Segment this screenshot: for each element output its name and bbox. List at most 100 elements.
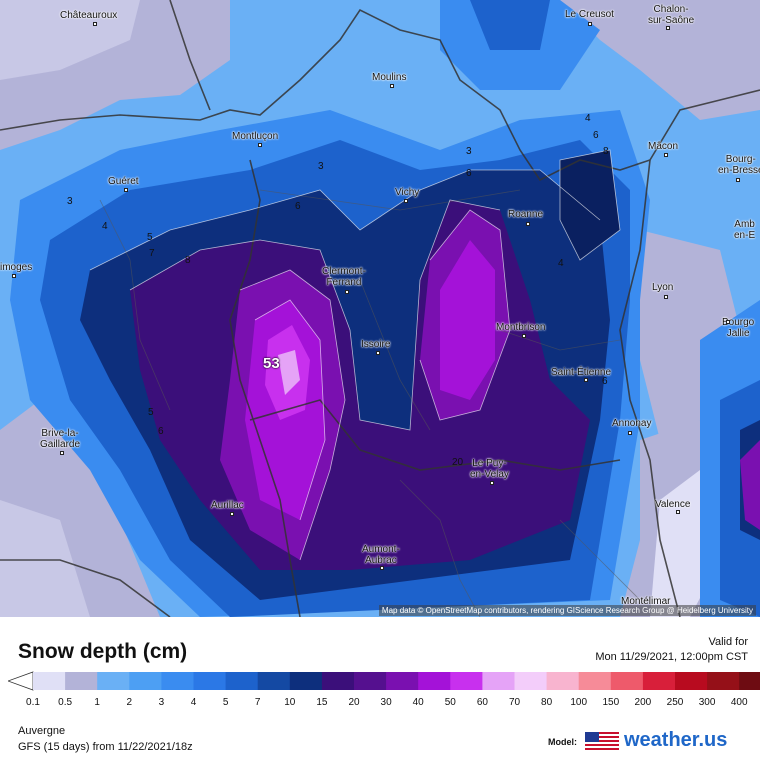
city-marker <box>404 199 408 203</box>
contour-label: 3 <box>466 146 472 157</box>
model-run-label: GFS (15 days) from 11/22/2021/18z <box>18 741 193 753</box>
city-marker <box>664 153 668 157</box>
city-label: Issoire <box>361 339 391 350</box>
contour-label: 6 <box>466 168 472 179</box>
peak-value-label: 53 <box>263 355 280 372</box>
city-label: imoges <box>0 262 33 273</box>
city-marker <box>380 566 384 570</box>
contour-label: 6 <box>593 130 599 141</box>
color-swatch <box>289 672 323 690</box>
contour-label: 3 <box>67 196 73 207</box>
color-swatch <box>514 672 548 690</box>
legend-title: Snow depth (cm) <box>18 640 188 663</box>
color-swatch <box>546 672 580 690</box>
color-swatch <box>225 672 259 690</box>
city-label: Bourg- en-Bresse <box>718 154 760 176</box>
colorbar-tick-label: 150 <box>602 697 620 708</box>
city-marker <box>664 295 668 299</box>
contour-label: 6 <box>158 426 164 437</box>
color-swatch <box>386 672 419 690</box>
colorbar-tick-label: 2 <box>126 697 133 708</box>
colorbar-tick-label: 0.5 <box>58 697 73 708</box>
color-swatch <box>739 672 760 690</box>
color-swatch <box>642 672 676 690</box>
colorbar-tick-label: 7 <box>254 697 261 708</box>
city-marker <box>376 351 380 355</box>
colorbar-tick-label: 0.1 <box>26 697 40 708</box>
colorbar-tick-label: 15 <box>316 697 328 708</box>
contour-label: 6 <box>295 201 301 212</box>
color-swatch <box>321 672 355 690</box>
colorbar-tick-label: 40 <box>412 697 424 708</box>
color-swatch <box>193 672 227 690</box>
contour-label: 7 <box>149 248 155 259</box>
city-label: Mâcon <box>648 141 679 152</box>
color-swatch <box>354 672 387 690</box>
city-marker <box>526 222 530 226</box>
city-label: Aumont- Aubrac <box>362 544 400 566</box>
contour-label: 8 <box>603 146 609 157</box>
colorbar-tick-label: 100 <box>570 697 588 708</box>
city-label: Montbrison <box>496 322 546 333</box>
contour-label: 4 <box>558 258 564 269</box>
snow-depth-map[interactable]: 3 4 5 7 8 3 4 6 8 6 5 6 6 3 4 6 20 53 Ch… <box>0 0 760 617</box>
city-marker <box>726 320 730 324</box>
contour-label: 3 <box>318 161 324 172</box>
color-swatch <box>257 672 291 690</box>
color-scale-ticks: 0.1 0.5 1 2 3 4 5 7 10 15 20 30 40 50 60 70 80 100 150 200 2… <box>0 697 760 711</box>
contour-label: 20 <box>452 457 464 468</box>
color-swatch <box>707 672 740 690</box>
colorbar-tick-label: 80 <box>541 697 553 708</box>
city-label: Brive-la- Gaillarde <box>40 428 81 450</box>
city-label: Moulins <box>372 72 407 83</box>
colorbar-tick-label: 4 <box>190 697 197 708</box>
city-marker <box>60 451 64 455</box>
colorbar-tick-label: 1 <box>94 697 100 708</box>
color-swatch <box>129 672 162 690</box>
city-marker <box>93 22 97 26</box>
city-marker <box>390 84 394 88</box>
color-scale-bar <box>8 671 760 691</box>
color-swatch <box>450 672 483 690</box>
colorbar-tick-label: 250 <box>666 697 684 708</box>
city-label: Lyon <box>652 282 674 293</box>
city-label: Le Puy- en-Velay <box>470 458 509 480</box>
contour-label: 5 <box>148 407 154 418</box>
city-marker <box>124 188 128 192</box>
city-label: Châteauroux <box>60 10 118 21</box>
weather-us-logo[interactable]: weather.us <box>624 729 728 751</box>
color-swatch <box>161 672 194 690</box>
colorbar-min-arrow <box>8 671 34 691</box>
contour-label: 4 <box>102 221 108 232</box>
colorbar-tick-label: 400 <box>730 697 748 708</box>
colorbar-tick-label: 70 <box>508 697 521 708</box>
us-flag-icon <box>585 732 619 752</box>
city-marker <box>736 178 740 182</box>
color-swatch <box>418 672 451 690</box>
city-label: Aurillac <box>211 500 244 511</box>
city-marker <box>258 143 262 147</box>
region-label: Auvergne <box>18 725 66 737</box>
city-label: Le Creusot <box>565 9 614 20</box>
city-label: Guéret <box>108 176 139 187</box>
color-swatch <box>675 672 708 690</box>
valid-time: Mon 11/29/2021, 12:00pm CST <box>595 651 748 663</box>
city-label: Chalon- sur-Saône <box>648 4 695 26</box>
colorbar-tick-label: 50 <box>444 697 456 708</box>
colorbar-tick-label: 300 <box>698 697 716 708</box>
colorbar-tick-label: 60 <box>476 697 488 708</box>
city-label: Clermont- Ferrand <box>322 266 366 288</box>
color-swatch <box>65 672 98 690</box>
colorbar-tick-label: 3 <box>158 697 165 708</box>
map-canvas <box>0 0 760 617</box>
city-marker <box>12 274 16 278</box>
contour-label: 5 <box>147 232 153 243</box>
city-label: Roanne <box>508 209 544 220</box>
city-marker <box>676 510 680 514</box>
color-swatch <box>578 672 612 690</box>
model-label: Model: <box>548 737 577 747</box>
contour-label: 4 <box>585 113 591 124</box>
colorbar-tick-label: 200 <box>634 697 652 708</box>
colorbar-tick-label: 30 <box>380 697 392 708</box>
colorbar-tick-label: 20 <box>348 697 360 708</box>
